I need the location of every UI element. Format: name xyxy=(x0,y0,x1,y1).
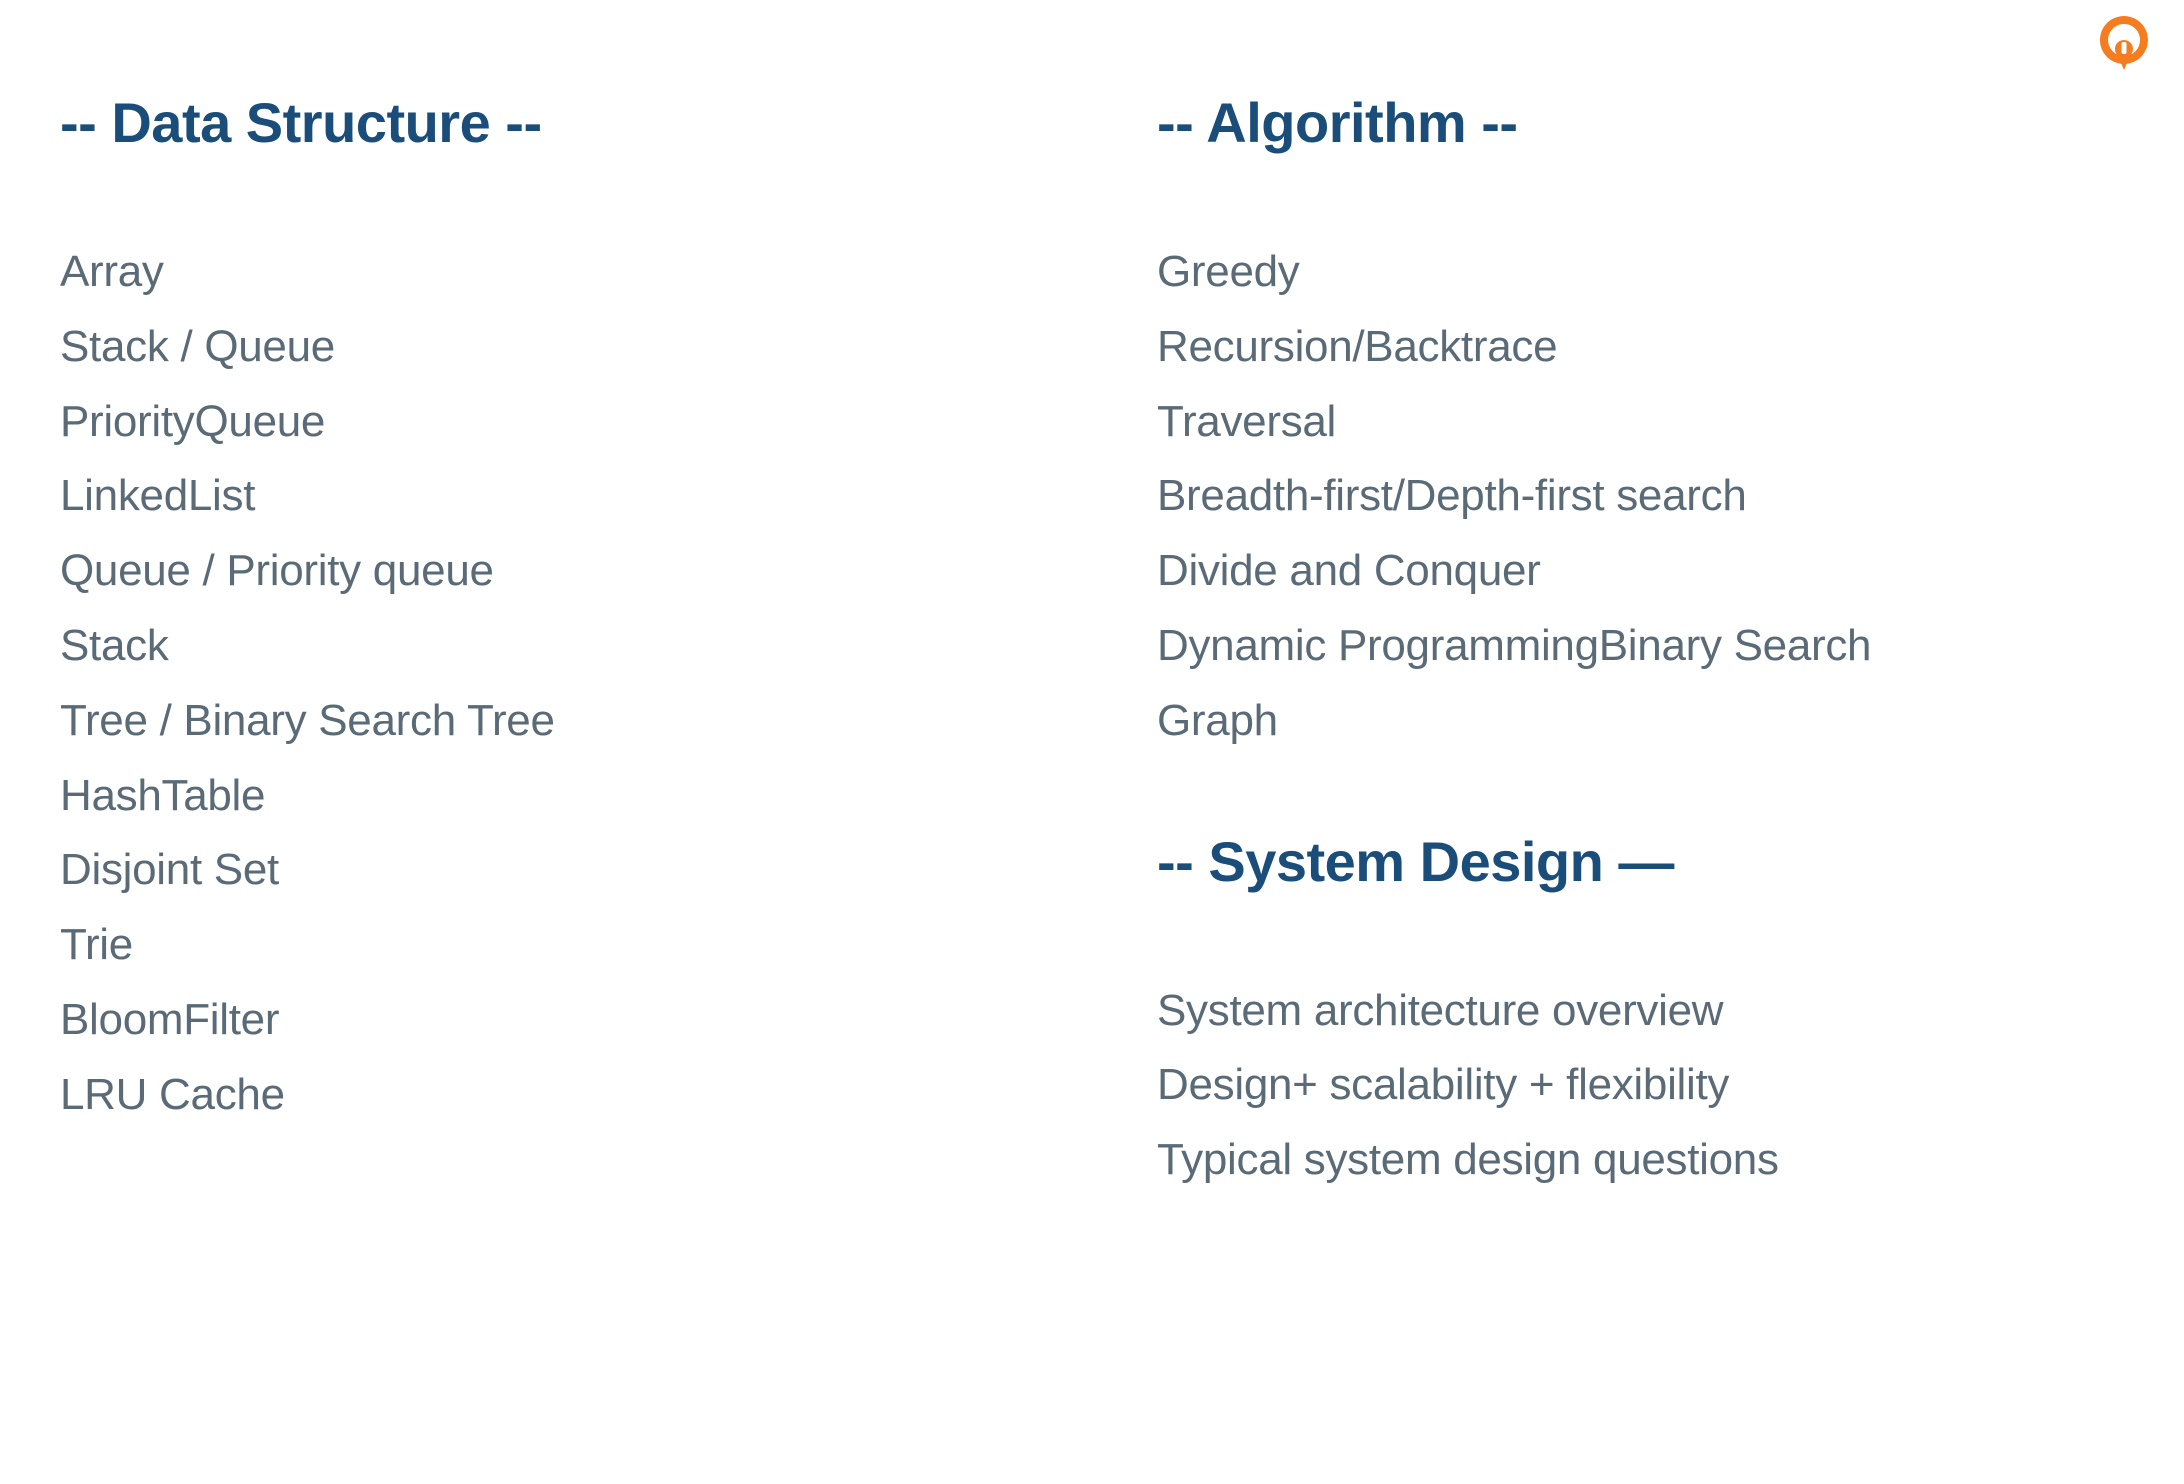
list-item: PriorityQueue xyxy=(60,385,1027,460)
list-item: Greedy xyxy=(1157,235,2124,310)
list-item: Typical system design questions xyxy=(1157,1123,2124,1198)
list-item: LRU Cache xyxy=(60,1058,1027,1133)
algorithm-list: Greedy Recursion/Backtrace Traversal Bre… xyxy=(1157,235,2124,759)
system-design-list: System architecture overview Design+ sca… xyxy=(1157,974,2124,1198)
right-column: -- Algorithm -- Greedy Recursion/Backtra… xyxy=(1157,90,2124,1198)
data-structure-heading: -- Data Structure -- xyxy=(60,90,1027,155)
left-column: -- Data Structure -- Array Stack / Queue… xyxy=(60,90,1027,1198)
algorithm-heading: -- Algorithm -- xyxy=(1157,90,2124,155)
list-item: Disjoint Set xyxy=(60,833,1027,908)
data-structure-list: Array Stack / Queue PriorityQueue Linked… xyxy=(60,235,1027,1133)
list-item: Trie xyxy=(60,908,1027,983)
list-item: Tree / Binary Search Tree xyxy=(60,684,1027,759)
list-item: Dynamic ProgrammingBinary Search xyxy=(1157,609,2124,684)
content-columns: -- Data Structure -- Array Stack / Queue… xyxy=(60,90,2124,1198)
list-item: BloomFilter xyxy=(60,983,1027,1058)
list-item: Graph xyxy=(1157,684,2124,759)
list-item: Recursion/Backtrace xyxy=(1157,310,2124,385)
list-item: Breadth-first/Depth-first search xyxy=(1157,459,2124,534)
list-item: Traversal xyxy=(1157,385,2124,460)
list-item: Queue / Priority queue xyxy=(60,534,1027,609)
list-item: LinkedList xyxy=(60,459,1027,534)
list-item: Stack xyxy=(60,609,1027,684)
logo-icon xyxy=(2094,12,2154,72)
list-item: Divide and Conquer xyxy=(1157,534,2124,609)
list-item: System architecture overview xyxy=(1157,974,2124,1049)
list-item: Array xyxy=(60,235,1027,310)
list-item: Stack / Queue xyxy=(60,310,1027,385)
list-item: Design+ scalability + flexibility xyxy=(1157,1048,2124,1123)
list-item: HashTable xyxy=(60,759,1027,834)
system-design-heading: -- System Design — xyxy=(1157,829,2124,894)
